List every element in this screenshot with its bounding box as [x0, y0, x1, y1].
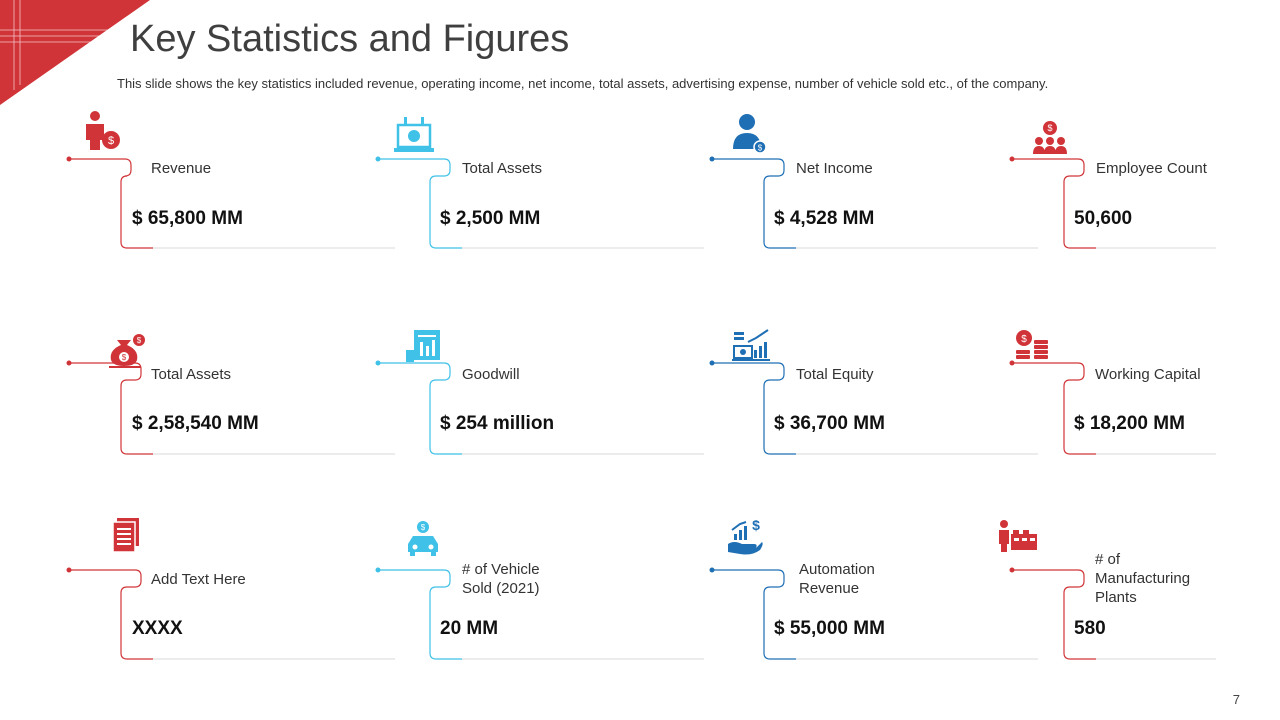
card-label: Total Assets	[151, 366, 232, 383]
money-bags-icon: $ $	[109, 334, 145, 368]
card-label: Employee Count	[1096, 160, 1207, 177]
stat-card-employee-count: $ Employee Count 50,600	[1008, 110, 1280, 260]
card-value: 580	[1074, 618, 1106, 639]
money-growth-chart-icon	[732, 329, 770, 361]
stat-card-add-text: Add Text Here XXXX	[65, 516, 395, 666]
businessman-money-bag-icon: $	[86, 111, 120, 150]
stat-card-total-assets: Total Assets $ 2,500 MM	[374, 110, 704, 260]
svg-text:$: $	[108, 135, 114, 147]
card-label: Revenue	[151, 160, 212, 177]
card-label: # of Vehicle Sold (2021)	[462, 561, 540, 597]
document-chart-hand-icon	[406, 330, 440, 362]
connector-line	[709, 360, 1038, 455]
stat-card-vehicle-sold: $ # of Vehicle Sold (2021) 20 MM	[374, 516, 704, 666]
page-subtitle: This slide shows the key statistics incl…	[117, 76, 1049, 91]
card-value: $ 4,528 MM	[774, 208, 875, 229]
card-label: Total Equity	[796, 366, 874, 383]
card-value: $ 65,800 MM	[132, 208, 243, 229]
documents-stack-icon	[112, 518, 139, 553]
stat-card-revenue: $ Revenue $ 65,800 MM	[65, 110, 395, 260]
stat-card-working-capital: $ Working Capital $ 18,200 MM	[1008, 316, 1280, 466]
businessman-dollar-icon: $	[733, 114, 767, 153]
svg-text:$: $	[758, 144, 763, 153]
stat-card-total-assets-2: $ $ Total Assets $ 2,58,540 MM	[65, 316, 395, 466]
card-label: # of Manufacturing Plants	[1095, 551, 1191, 606]
page-title: Key Statistics and Figures	[130, 18, 570, 60]
card-value: $ 36,700 MM	[774, 413, 885, 434]
card-label: Net Income	[796, 160, 873, 177]
card-label: Goodwill	[462, 366, 520, 383]
connector-line	[375, 360, 704, 455]
card-value: 50,600	[1074, 208, 1133, 229]
card-value: $ 254 million	[440, 413, 555, 434]
card-value: 20 MM	[440, 618, 499, 639]
card-value: $ 2,500 MM	[440, 208, 541, 229]
card-value: $ 18,200 MM	[1074, 413, 1185, 434]
connector-line	[66, 360, 395, 455]
connector-line	[1009, 156, 1216, 249]
svg-text:$: $	[421, 523, 426, 532]
card-label: Working Capital	[1095, 366, 1201, 383]
svg-text:$: $	[752, 518, 760, 533]
coin-stack-icon: $	[1016, 330, 1048, 359]
card-label: Add Text Here	[151, 571, 246, 588]
card-value: XXXX	[132, 618, 183, 639]
card-value: $ 2,58,540 MM	[132, 413, 259, 434]
stat-card-manufacturing-plants: # of Manufacturing Plants 580	[999, 516, 1280, 666]
stat-card-goodwill: Goodwill $ 254 million	[374, 316, 704, 466]
car-dollar-icon: $	[408, 521, 438, 556]
connector-line	[1009, 567, 1216, 660]
svg-text:$: $	[1047, 123, 1052, 133]
corner-decoration	[0, 0, 150, 105]
connector-line	[66, 567, 395, 660]
hand-growth-dollar-icon: $	[728, 518, 763, 555]
stat-card-automation-revenue: $ Automation Revenue $ 55,000 MM	[708, 516, 1038, 666]
connector-line	[375, 567, 704, 660]
page-number: 7	[1232, 692, 1240, 707]
factory-worker-icon	[999, 520, 1037, 552]
stat-card-total-equity: Total Equity $ 36,700 MM	[708, 316, 1038, 466]
svg-text:$: $	[1021, 334, 1027, 345]
svg-text:$: $	[122, 353, 127, 362]
connector-line	[375, 156, 704, 249]
card-label: Automation Revenue	[799, 561, 875, 597]
connector-line	[1009, 360, 1216, 455]
laptop-tools-icon	[394, 117, 434, 152]
card-label: Total Assets	[462, 160, 543, 177]
stat-card-net-income: $ Net Income $ 4,528 MM	[708, 110, 1038, 260]
connector-line	[709, 156, 1038, 249]
team-dollar-icon: $	[1033, 121, 1067, 154]
connector-line	[709, 567, 1038, 660]
svg-text:$: $	[137, 336, 142, 345]
connector-line	[66, 156, 395, 249]
card-value: $ 55,000 MM	[774, 618, 885, 639]
